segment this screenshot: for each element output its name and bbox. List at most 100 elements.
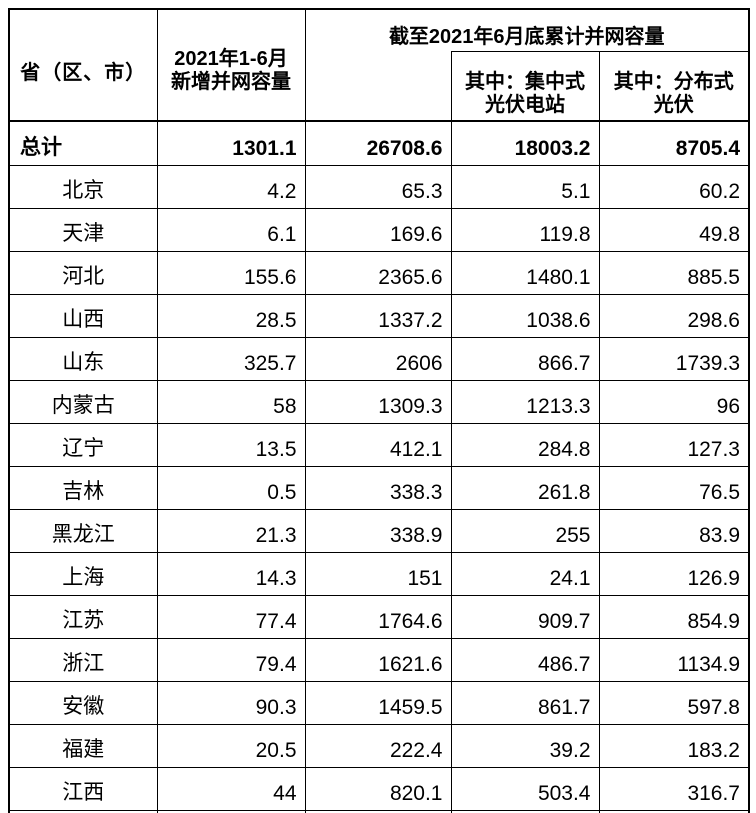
province-cell: 山东 [8, 336, 158, 381]
value-cell: 1480.1 [450, 250, 600, 295]
total-row: 总计 1301.1 26708.6 18003.2 8705.4 [8, 120, 750, 166]
value-cell: 155.6 [156, 250, 306, 295]
province-cell: 上海 [8, 551, 158, 596]
total-distributed: 8705.4 [598, 120, 750, 166]
value-cell: 1764.6 [304, 594, 452, 639]
value-cell: 338.9 [304, 508, 452, 553]
value-cell: 909.7 [450, 594, 600, 639]
value-cell: 169.6 [304, 207, 452, 252]
value-cell: 412.1 [304, 422, 452, 467]
value-cell: 58 [156, 379, 306, 424]
table-row: 上海 14.3 151 24.1 126.9 [8, 551, 750, 596]
total-new-capacity: 1301.1 [156, 120, 306, 166]
value-cell: 298.6 [598, 293, 750, 338]
value-cell: 316.7 [598, 766, 750, 811]
value-cell: 284.8 [450, 422, 600, 467]
header-cumulative-total-blank [304, 51, 452, 122]
table-row: 辽宁 13.5 412.1 284.8 127.3 [8, 422, 750, 467]
value-cell: 49.8 [598, 207, 750, 252]
value-cell: 20.5 [156, 723, 306, 768]
table-row: 山西 28.5 1337.2 1038.6 298.6 [8, 293, 750, 338]
province-cell: 内蒙古 [8, 379, 158, 424]
total-label: 总计 [8, 120, 158, 166]
province-cell: 江苏 [8, 594, 158, 639]
value-cell: 222.4 [304, 723, 452, 768]
province-cell: 天津 [8, 207, 158, 252]
value-cell: 83.9 [598, 508, 750, 553]
table-row: 福建 20.5 222.4 39.2 183.2 [8, 723, 750, 768]
value-cell: 261.8 [450, 465, 600, 510]
value-cell: 1459.5 [304, 680, 452, 725]
table-row: 浙江 79.4 1621.6 486.7 1134.9 [8, 637, 750, 682]
table-row: 河北 155.6 2365.6 1480.1 885.5 [8, 250, 750, 295]
value-cell: 0.5 [156, 465, 306, 510]
table-row: 天津 6.1 169.6 119.8 49.8 [8, 207, 750, 252]
value-cell: 4.2 [156, 164, 306, 209]
header-centralized-line1: 其中：集中式 [465, 71, 585, 93]
table-row: 黑龙江 21.3 338.9 255 83.9 [8, 508, 750, 553]
table-row: 山东 325.7 2606 866.7 1739.3 [8, 336, 750, 381]
header-new-capacity-line2: 新增并网容量 [171, 71, 291, 93]
province-cell: 河北 [8, 250, 158, 295]
empty-cell [598, 809, 750, 813]
province-cell: 吉林 [8, 465, 158, 510]
header-cumulative-group: 截至2021年6月底累计并网容量 [304, 8, 750, 51]
value-cell: 1337.2 [304, 293, 452, 338]
value-cell: 90.3 [156, 680, 306, 725]
table-row: 北京 4.2 65.3 5.1 60.2 [8, 164, 750, 209]
value-cell: 21.3 [156, 508, 306, 553]
total-centralized: 18003.2 [450, 120, 600, 166]
value-cell: 5.1 [450, 164, 600, 209]
value-cell: 39.2 [450, 723, 600, 768]
header-row-group: 省（区、市） 2021年1-6月 新增并网容量 截至2021年6月底累计并网容量 [8, 8, 750, 122]
total-cumulative: 26708.6 [304, 120, 452, 166]
province-cell: 北京 [8, 164, 158, 209]
header-province: 省（区、市） [8, 8, 158, 122]
value-cell: 1309.3 [304, 379, 452, 424]
value-cell: 854.9 [598, 594, 750, 639]
value-cell: 24.1 [450, 551, 600, 596]
value-cell: 151 [304, 551, 452, 596]
value-cell: 2365.6 [304, 250, 452, 295]
value-cell: 14.3 [156, 551, 306, 596]
province-cell: 浙江 [8, 637, 158, 682]
header-new-capacity: 2021年1-6月 新增并网容量 [156, 8, 306, 122]
value-cell: 255 [450, 508, 600, 553]
value-cell: 44 [156, 766, 306, 811]
value-cell: 866.7 [450, 336, 600, 381]
province-cell: 黑龙江 [8, 508, 158, 553]
pv-capacity-table: 省（区、市） 2021年1-6月 新增并网容量 截至2021年6月底累计并网容量… [8, 8, 750, 813]
value-cell: 77.4 [156, 594, 306, 639]
value-cell: 861.7 [450, 680, 600, 725]
value-cell: 65.3 [304, 164, 452, 209]
header-new-capacity-line1: 2021年1-6月 [174, 48, 288, 70]
header-distributed-pv: 其中：分布式 光伏 [598, 50, 750, 122]
value-cell: 885.5 [598, 250, 750, 295]
value-cell: 183.2 [598, 723, 750, 768]
province-cell: 福建 [8, 723, 158, 768]
value-cell: 96 [598, 379, 750, 424]
value-cell: 13.5 [156, 422, 306, 467]
table-row: 吉林 0.5 338.3 261.8 76.5 [8, 465, 750, 510]
value-cell: 503.4 [450, 766, 600, 811]
value-cell: 1621.6 [304, 637, 452, 682]
header-distributed-line2: 光伏 [653, 94, 694, 116]
province-cell: 山西 [8, 293, 158, 338]
value-cell: 79.4 [156, 637, 306, 682]
value-cell: 60.2 [598, 164, 750, 209]
value-cell: 1038.6 [450, 293, 600, 338]
table-row-clipped [8, 809, 750, 813]
value-cell: 119.8 [450, 207, 600, 252]
table-row: 内蒙古 58 1309.3 1213.3 96 [8, 379, 750, 424]
header-distributed-line1: 其中：分布式 [613, 71, 734, 93]
value-cell: 1213.3 [450, 379, 600, 424]
value-cell: 6.1 [156, 207, 306, 252]
province-cell: 江西 [8, 766, 158, 811]
header-centralized-pv: 其中：集中式 光伏电站 [450, 50, 600, 122]
value-cell: 1134.9 [598, 637, 750, 682]
province-cell: 安徽 [8, 680, 158, 725]
header-centralized-line2: 光伏电站 [485, 94, 565, 116]
value-cell: 127.3 [598, 422, 750, 467]
table-row: 江西 44 820.1 503.4 316.7 [8, 766, 750, 811]
